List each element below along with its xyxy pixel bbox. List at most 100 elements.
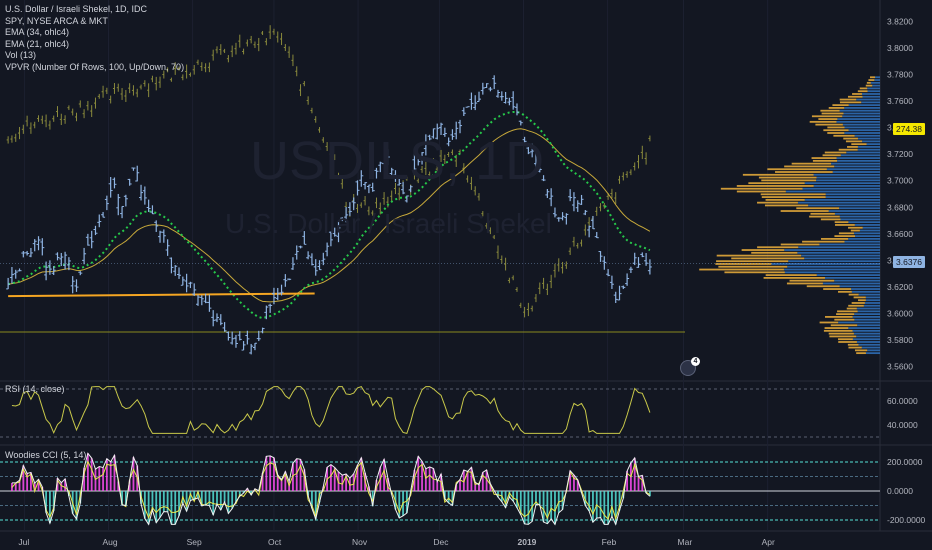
vp-bar-down [787,265,880,268]
cci-histogram-bar [550,491,553,520]
vp-bar-up [775,171,833,173]
legend-ema21[interactable]: EMA (21, ohlc4) [5,38,70,49]
vp-bar-up [809,120,837,123]
rsi-label[interactable]: RSI (14, close) [5,384,65,394]
vp-bar-down [832,171,880,173]
x-tick-label: Mar [678,537,693,547]
vp-bar-up [828,107,845,109]
vp-bar-up [760,193,826,196]
vp-bar-up [821,112,844,115]
cci-histogram-bar [405,491,408,513]
vp-bar-up [819,321,839,324]
cci-label[interactable]: Woodies CCI (5, 14) [5,450,87,460]
legend-ema34[interactable]: EMA (34, ohlc4) [5,27,70,38]
vp-bar-down [867,90,880,93]
vp-bar-down [771,263,880,265]
vp-bar-down [834,212,880,215]
spy-price-badge: 274.38 [893,123,925,135]
cci-histogram-bar [102,467,104,491]
vp-bar-down [839,109,880,112]
legend-title[interactable]: U.S. Dollar / Israeli Shekel, 1D, IDC [5,4,148,14]
vp-bar-up [761,196,826,198]
vp-bar-down [854,224,880,226]
legend-vpvr[interactable]: VPVR (Number Of Rows, 100, Up/Down, 70) [5,61,185,72]
cci-histogram-bar [52,491,55,511]
cci-histogram-bar [303,469,306,491]
vp-bar-up [718,265,788,268]
vp-bar-up [829,335,857,338]
vp-bar-down [843,112,880,115]
cci-histogram-bar [546,491,549,524]
cci-histogram-bar [455,484,458,491]
y-tick-label: 3.8200 [887,17,913,27]
vp-bar-down [874,79,880,81]
cci-histogram-bar [132,457,135,491]
legend-spy[interactable]: SPY, NYSE ARCA & MKT [5,15,108,26]
y-tick-label: 3.6800 [887,202,913,212]
vp-bar-up [852,93,862,95]
cci-histogram-bar [611,491,613,517]
vp-bar-down [861,101,880,104]
cci-histogram-bar [292,463,294,491]
y-tick-label: 3.8000 [887,43,913,53]
cci-histogram-bar [413,470,416,491]
vp-bar-up [823,329,853,332]
cci-histogram-bar [474,482,477,491]
cci-histogram-bar [22,465,25,491]
vp-bar-up [865,84,873,87]
alert-icon[interactable]: 4 [680,357,700,376]
vp-bar-up [811,115,843,118]
vp-bar-down [861,346,880,349]
cci-histogram-bar [599,491,602,518]
y-tick-label: 3.7600 [887,96,913,106]
cci-histogram-bar [235,491,237,502]
cci-histogram-bar [386,478,389,491]
cci-histogram-bar [227,491,230,514]
cci-histogram-bar [14,482,17,491]
vp-bar-up [857,90,868,93]
cci-histogram-bar [481,472,484,491]
cci-histogram-bar [485,469,488,491]
vp-bar-up [835,224,855,226]
cci-histogram-bar [554,491,556,525]
cci-histogram-bar [470,467,473,491]
vp-bar-down [846,151,880,154]
cci-histogram-bar [56,478,59,491]
vp-bar-down [804,257,880,260]
cci-histogram-bar [151,491,154,510]
vp-bar-up [791,162,832,165]
vp-bar-up [810,212,835,215]
vp-bar-up [838,338,853,341]
vp-bar-down [870,81,880,84]
vp-bar-down [851,288,880,290]
cci-histogram-bar [166,491,169,512]
vp-bar-up [715,263,772,265]
vp-bar-down [788,260,880,263]
cci-histogram-bar [512,491,515,502]
cci-histogram-bar [193,491,196,500]
vp-bar-up [851,302,865,304]
vp-bar-up [824,151,847,154]
vp-bar-down [848,237,880,240]
cci-histogram-bar [109,461,112,491]
vp-bar-up [806,285,840,288]
y-tick-label: 3.5600 [887,362,913,372]
vp-bar-up [851,143,867,146]
vp-bar-up [818,118,838,120]
cci-histogram-bar [573,474,575,491]
vp-bar-up [789,279,835,282]
cci-histogram-bar [504,491,507,508]
vp-bar-up [853,296,866,299]
cci-histogram-bar [284,471,287,491]
vp-bar-up [846,307,857,310]
cci-histogram-bar [147,491,150,525]
vp-bar-up [796,207,840,210]
cci-histogram-bar [421,461,423,491]
legend-vol[interactable]: Vol (13) [5,50,37,61]
cci-histogram-bar [242,491,245,494]
x-tick-label: Apr [762,537,775,547]
vp-bar-up [823,288,852,290]
vp-bar-up [767,168,827,171]
cci-histogram-bar [447,491,450,504]
